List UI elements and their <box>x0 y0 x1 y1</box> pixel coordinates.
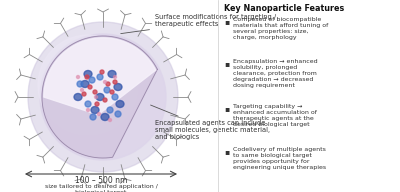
Circle shape <box>104 87 110 93</box>
Circle shape <box>93 90 97 94</box>
Text: Composed of biocompatible
materials that afford tuning of
several properties: si: Composed of biocompatible materials that… <box>233 17 328 40</box>
Circle shape <box>112 94 118 100</box>
Circle shape <box>77 81 83 87</box>
Circle shape <box>95 102 99 106</box>
Polygon shape <box>44 38 156 115</box>
Circle shape <box>89 77 95 83</box>
Ellipse shape <box>114 84 122 90</box>
Ellipse shape <box>74 94 82 100</box>
Circle shape <box>76 75 80 79</box>
Text: Codelivery of multiple agents
to same biological target
provides opportunity for: Codelivery of multiple agents to same bi… <box>233 147 326 170</box>
Text: ▪: ▪ <box>224 147 229 156</box>
Ellipse shape <box>38 35 138 135</box>
Ellipse shape <box>81 80 89 88</box>
Circle shape <box>104 80 106 84</box>
Text: Targeting capability →
enhanced accumulation of
therapeutic agents at the
desire: Targeting capability → enhanced accumula… <box>233 104 317 127</box>
Text: Encapsulation → enhanced
solubility, prolonged
clearance, protection from
degrad: Encapsulation → enhanced solubility, pro… <box>233 59 318 88</box>
Circle shape <box>115 111 121 117</box>
Circle shape <box>113 80 117 84</box>
Circle shape <box>88 85 92 89</box>
Circle shape <box>80 89 84 92</box>
Text: ▪: ▪ <box>224 59 229 68</box>
Circle shape <box>85 75 89 79</box>
Circle shape <box>103 98 107 102</box>
Circle shape <box>98 113 100 116</box>
Circle shape <box>82 92 86 96</box>
Ellipse shape <box>108 70 116 78</box>
Text: ▪: ▪ <box>224 17 229 26</box>
Ellipse shape <box>84 70 92 78</box>
Polygon shape <box>42 36 157 158</box>
Ellipse shape <box>28 22 178 172</box>
Circle shape <box>97 74 103 80</box>
Circle shape <box>106 82 110 86</box>
Ellipse shape <box>101 113 109 121</box>
Text: 100 – 500 nm: 100 – 500 nm <box>75 176 127 185</box>
Circle shape <box>90 114 96 120</box>
Text: Encapsulated agents can include
small molecules, genetic material,
and biologics: Encapsulated agents can include small mo… <box>150 105 270 140</box>
Circle shape <box>110 90 114 94</box>
Circle shape <box>86 108 90 112</box>
Ellipse shape <box>116 100 124 108</box>
Ellipse shape <box>40 34 166 160</box>
Ellipse shape <box>96 94 104 100</box>
Ellipse shape <box>91 107 99 113</box>
Circle shape <box>107 107 113 113</box>
Circle shape <box>100 70 104 74</box>
Circle shape <box>85 101 91 107</box>
Circle shape <box>94 95 98 98</box>
Circle shape <box>114 75 116 79</box>
Text: size tailored to desired application /
biological target: size tailored to desired application / b… <box>44 184 158 192</box>
Text: Surface modifications for targeting /
therapeutic effects: Surface modifications for targeting / th… <box>121 14 276 34</box>
Text: Key Nanoparticle Features: Key Nanoparticle Features <box>224 4 344 13</box>
Text: ▪: ▪ <box>224 104 229 113</box>
Circle shape <box>108 118 112 122</box>
